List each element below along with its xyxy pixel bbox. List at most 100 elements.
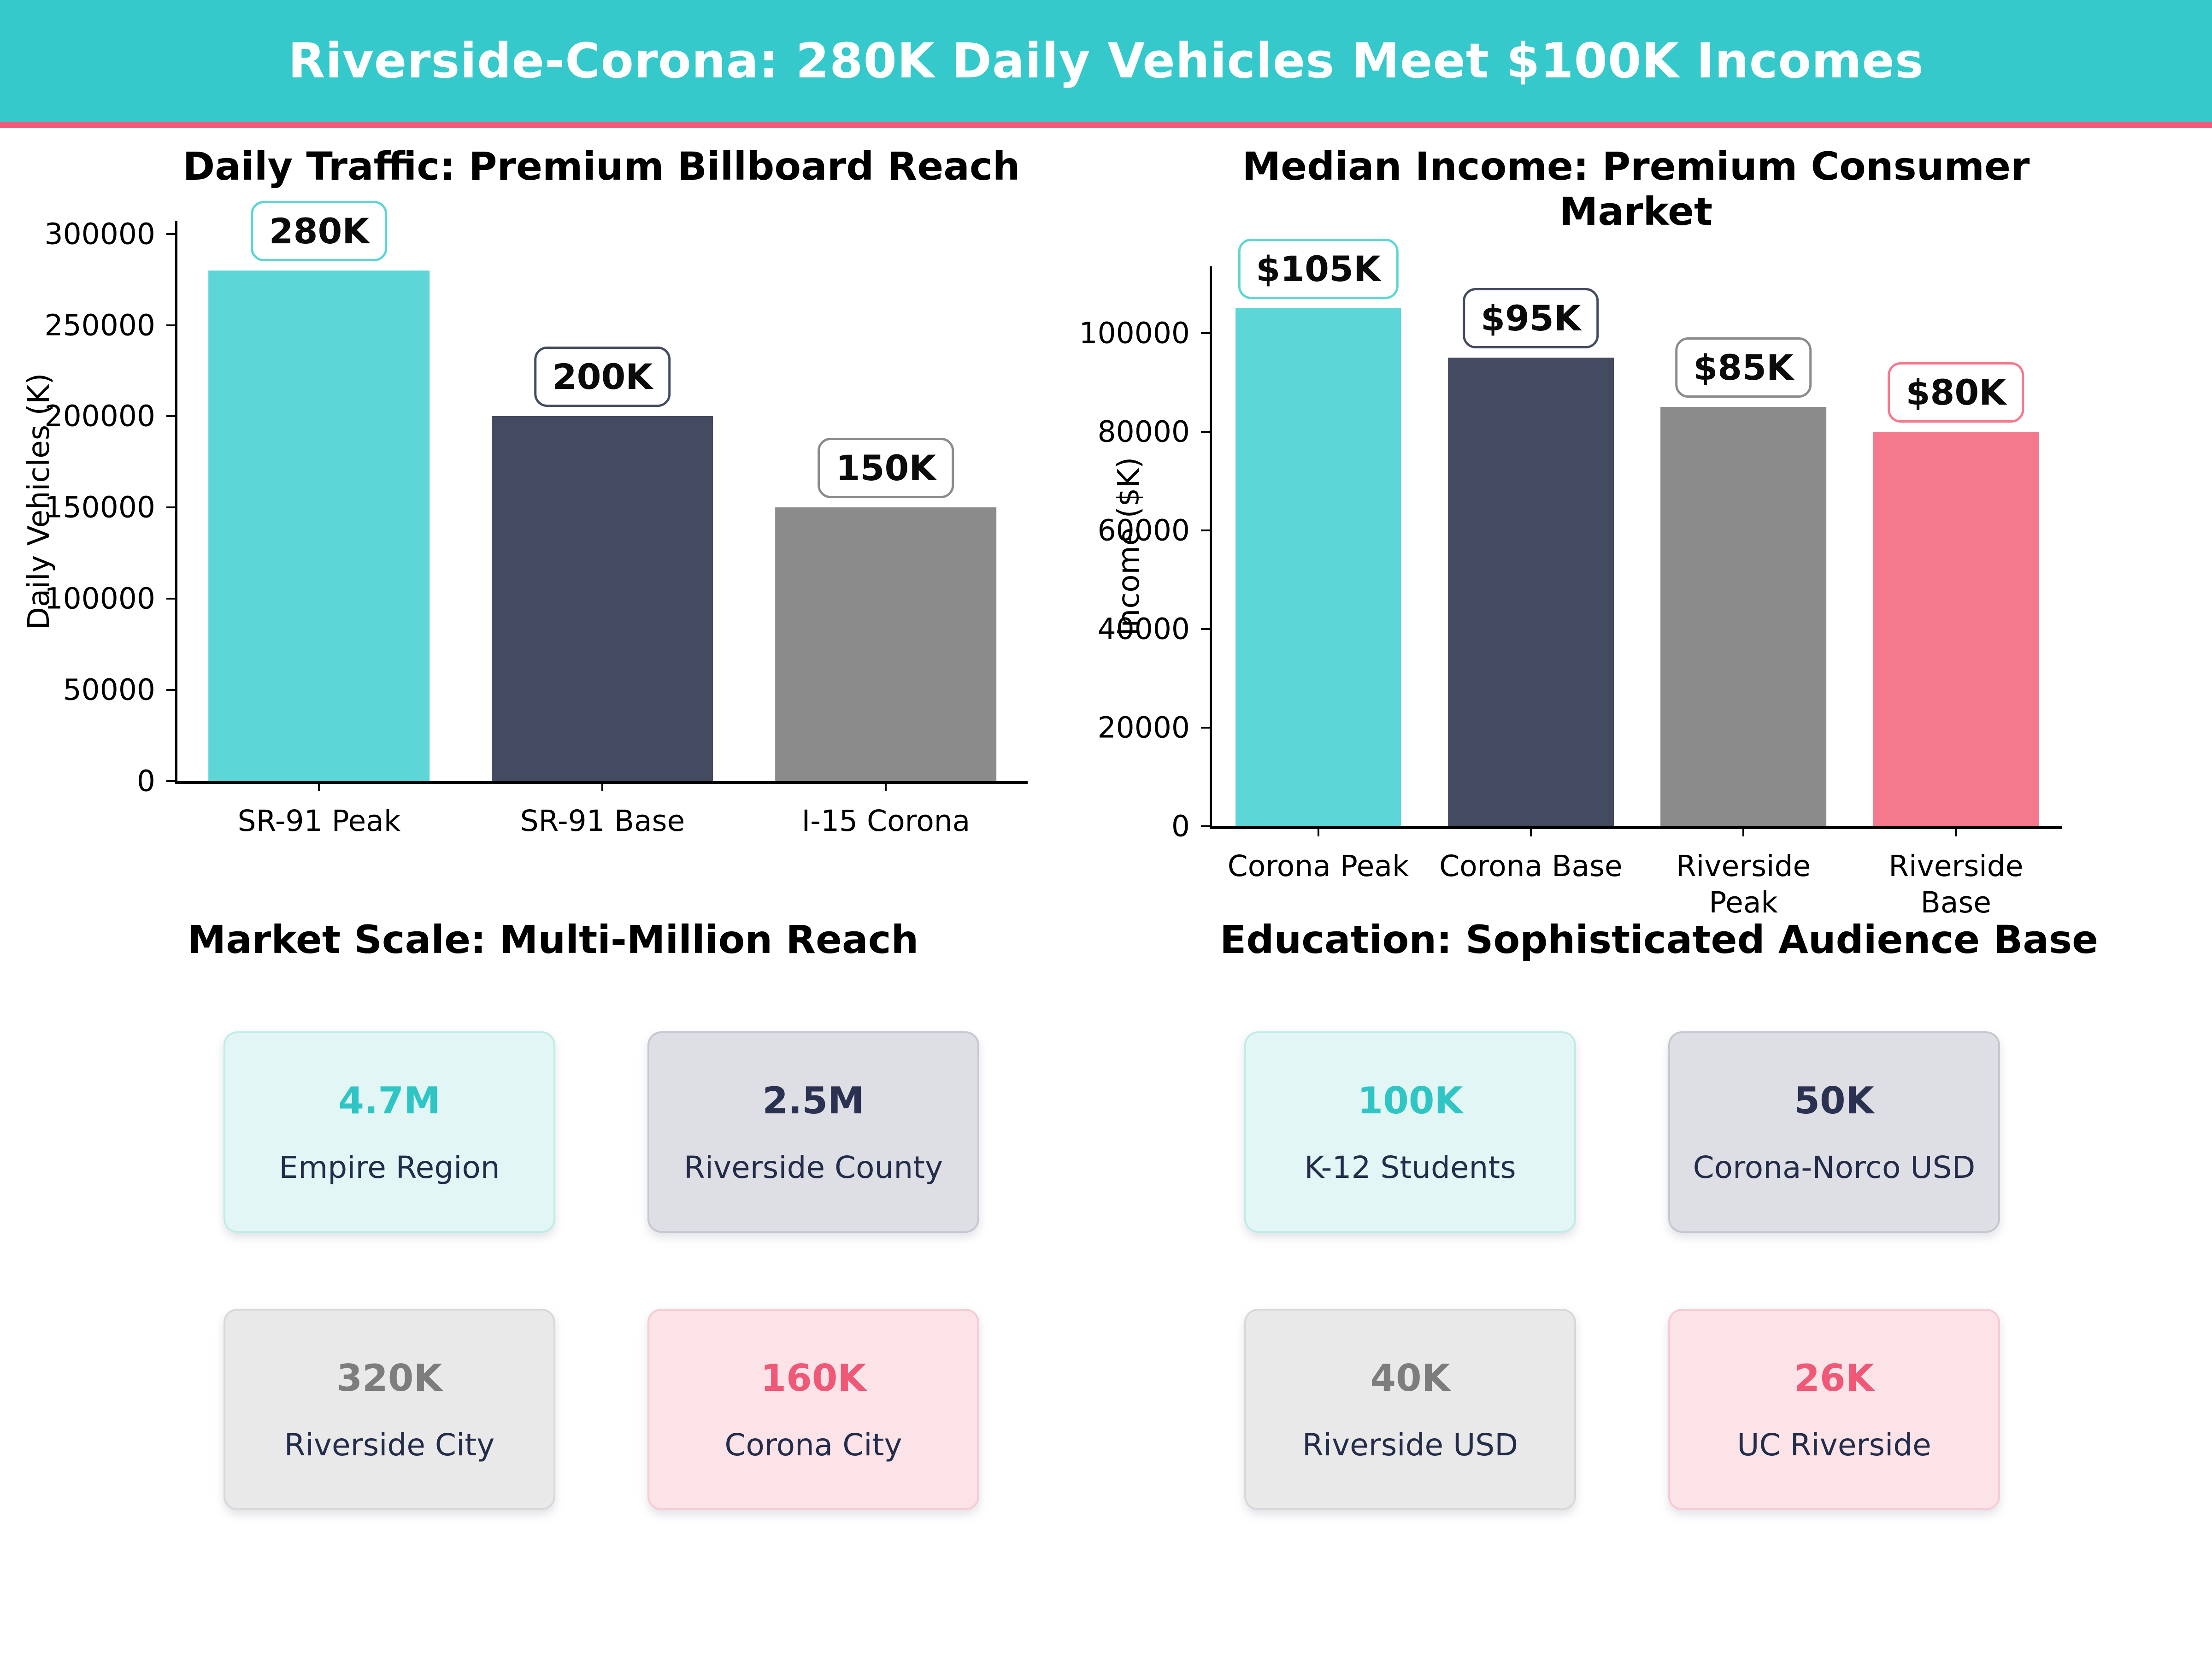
x-tick-label: Riverside Peak [1676,849,1811,919]
bar-value-label: $85K [1675,337,1812,398]
section-title: Education: Sophisticated Audience Base [1219,917,2099,962]
stat-value: 4.7M [338,1079,441,1122]
bar-value-label: 150K [818,438,954,499]
bar-slot: $105K Corona Peak [1212,239,1424,883]
x-tick-mark [1530,826,1532,836]
x-tick-label: Corona Peak [1227,849,1409,883]
stat-label: Riverside County [683,1149,943,1185]
bar-slot: $95K Corona Base [1424,266,1637,883]
stat-value: 40K [1370,1356,1450,1400]
y-tick-label: 20000 [1097,711,1190,745]
y-tick-label: 0 [1171,809,1190,843]
page-title: Riverside-Corona: 280K Daily Vehicles Me… [288,33,1924,89]
stat-label: Empire Region [279,1149,500,1185]
bar [775,507,997,781]
y-tick-mark [166,689,177,691]
sections-row: Market Scale: Multi-Million Reach 4.7M E… [0,912,2212,1510]
income-chart: Median Income: Premium Consumer Market I… [1079,128,2212,919]
bar-slot: $85K Riverside Peak [1637,266,1850,919]
bar [1873,431,2039,826]
y-tick-mark [1201,726,1212,729]
y-tick-label: 300000 [44,217,156,251]
stat-value: 50K [1794,1079,1874,1122]
bar-value-label: $105K [1238,239,1399,299]
bar [1447,358,1614,826]
stat-label: UC Riverside [1737,1427,1931,1463]
traffic-plot: Daily Vehicles (K) 0 50000 100000 150000 200… [22,200,1028,838]
y-tick-label: 50000 [63,673,155,707]
y-tick-mark [166,324,177,326]
stat-label: Corona City [724,1427,902,1463]
x-tick-label: Corona Base [1439,849,1623,883]
section-title: Market Scale: Multi-Million Reach [187,917,919,962]
y-tick-mark [1201,628,1212,630]
bar-value-label: 280K [251,200,388,261]
y-tick-label: 150000 [44,490,156,524]
charts-row: Daily Traffic: Premium Billboard Reach D… [0,128,2212,919]
market-scale-section: Market Scale: Multi-Million Reach 4.7M E… [0,912,1106,1510]
bar-slot: $80K Riverside Base [1850,266,2062,919]
stat-card: 2.5M Riverside County [647,1031,979,1233]
y-tick-label: 250000 [44,308,156,342]
y-tick-mark [166,780,177,782]
y-tick-label: 80000 [1097,415,1190,449]
x-tick-mark [1317,826,1319,836]
x-tick-label: SR-91 Peak [237,804,401,838]
chart-title: Median Income: Premium Consumer Market [1242,144,2030,234]
stat-card: 100K K-12 Students [1244,1031,1576,1233]
y-tick-mark [166,233,177,235]
x-tick-label: Riverside Base [1888,849,2024,919]
stat-card: 26K UC Riverside [1668,1309,2000,1510]
stat-card: 160K Corona City [647,1309,979,1510]
bar-slot: 280K SR-91 Peak [177,200,461,838]
x-tick-label: SR-91 Base [520,804,685,838]
bar-value-label: $80K [1888,362,2024,423]
x-tick-mark [885,781,887,791]
y-tick-mark [166,415,177,418]
bar [492,416,713,781]
stat-card: 320K Riverside City [224,1309,555,1510]
stat-label: Riverside USD [1302,1427,1518,1463]
y-tick-label: 200000 [44,399,156,433]
stat-value: 320K [336,1356,442,1400]
y-tick-label: 60000 [1097,513,1190,547]
y-tick-label: 40000 [1097,612,1190,646]
education-section: Education: Sophisticated Audience Base 1… [1106,912,2212,1510]
bar [1660,407,1827,826]
stat-value: 2.5M [762,1079,865,1122]
bar-value-label: $95K [1463,288,1599,349]
stat-label: Riverside City [284,1427,495,1463]
bar [1235,308,1401,826]
stat-label: K-12 Students [1304,1149,1516,1185]
stat-card: 40K Riverside USD [1244,1309,1576,1510]
y-tick-label: 100000 [44,582,156,616]
x-tick-mark [318,781,320,791]
x-tick-label: I-15 Corona [801,804,971,838]
traffic-chart: Daily Traffic: Premium Billboard Reach D… [0,128,1106,912]
x-tick-mark [1742,826,1745,836]
bar-value-label: 200K [534,347,671,407]
bar [208,270,430,781]
stat-card: 50K Corona-Norco USD [1668,1031,2000,1233]
y-tick-label: 100000 [1079,316,1190,350]
education-cards: 100K K-12 Students 50K Corona-Norco USD … [1069,1031,2175,1510]
y-tick-mark [166,506,177,509]
chart-title: Daily Traffic: Premium Billboard Reach [182,144,1020,189]
x-tick-mark [1955,826,1957,836]
y-tick-mark [1201,332,1212,334]
stat-value: 100K [1357,1079,1463,1122]
y-tick-mark [1201,529,1212,531]
stat-value: 160K [760,1356,866,1400]
y-tick-label: 0 [136,764,155,798]
y-tick-mark [166,598,177,600]
bar-slot: 150K I-15 Corona [744,221,1028,838]
x-tick-mark [601,781,604,791]
market-cards: 4.7M Empire Region 2.5M Riverside County… [48,1031,1154,1510]
header-banner: Riverside-Corona: 280K Daily Vehicles Me… [0,0,2212,128]
y-tick-mark [1201,430,1212,433]
income-plot: Income ($K) 0 20000 40000 60000 80000 100000 $… [1079,239,2062,919]
stat-value: 26K [1794,1356,1874,1400]
stat-label: Corona-Norco USD [1693,1149,1976,1185]
y-tick-mark [1201,825,1212,827]
stat-card: 4.7M Empire Region [224,1031,555,1233]
